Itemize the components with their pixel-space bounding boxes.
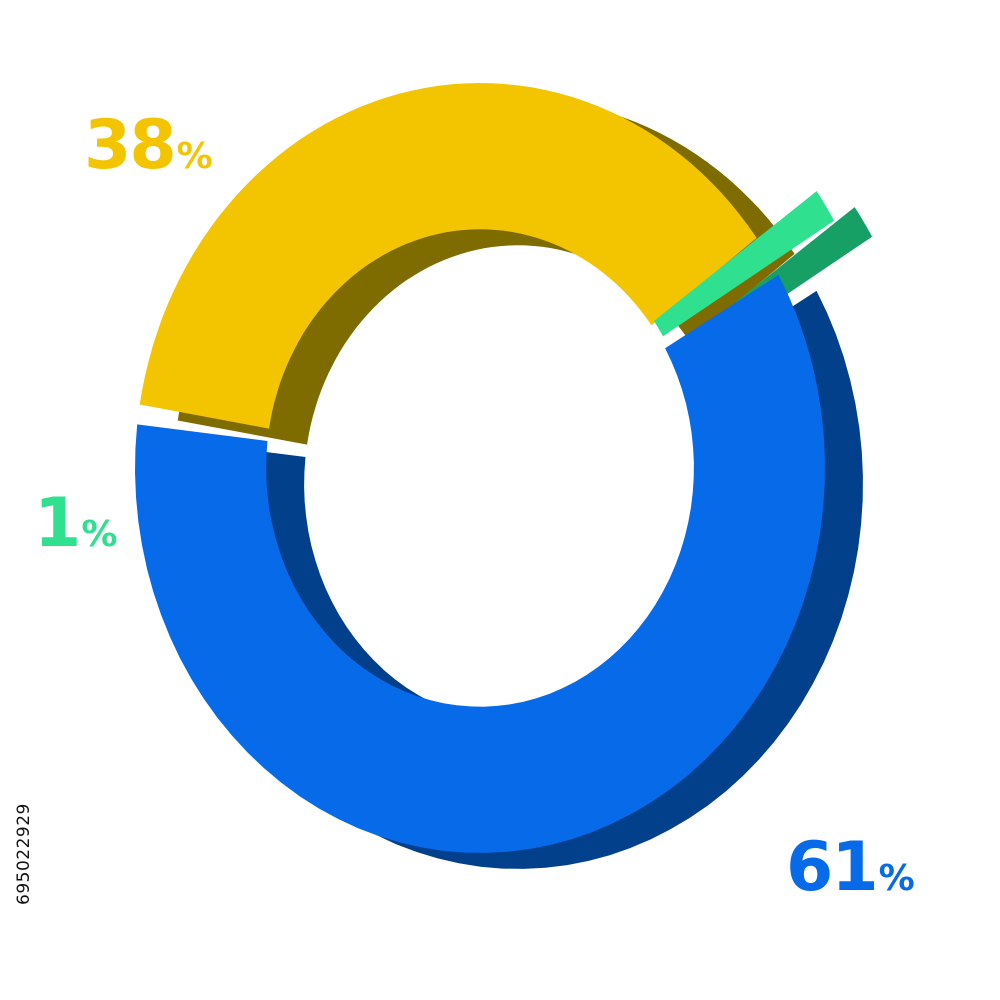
slice-label-61: 61% [786,834,915,902]
slice-label-unit: % [878,858,915,899]
slice-label-value: 61 [786,828,879,907]
slice-label-1: 1% [34,490,117,558]
slice-label-unit: % [81,514,118,555]
slice-38-face [139,83,757,429]
slice-label-unit: % [176,136,213,177]
slice-61-face [135,274,825,853]
slice-label-38: 38% [84,112,213,180]
slice-label-value: 1 [34,484,81,563]
slice-1-face [653,191,835,337]
slice-label-value: 38 [84,106,177,185]
stock-id: 695022929 [14,803,34,905]
